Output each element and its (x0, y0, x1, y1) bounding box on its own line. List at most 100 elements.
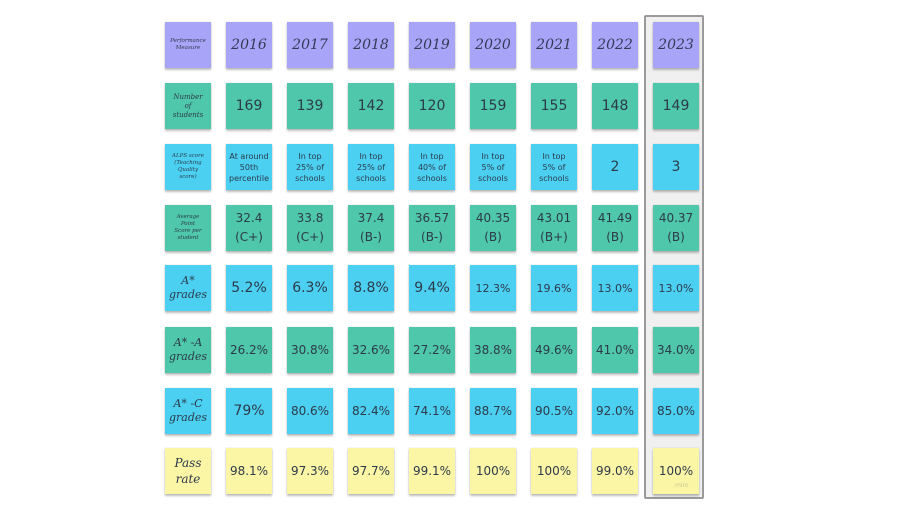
value-note[interactable]: 92.0% (592, 388, 638, 434)
value-note[interactable]: 139 (287, 83, 333, 129)
value-note[interactable]: At around 50th percentile (226, 144, 272, 190)
year-note-2020[interactable]: 2020 (470, 22, 516, 68)
value-note[interactable]: 5.2% (226, 265, 272, 311)
row-label-astar-a[interactable]: A* -A grades (165, 327, 211, 373)
year-note-2016[interactable]: 2016 (226, 22, 272, 68)
value-note[interactable]: 88.7% (470, 388, 516, 434)
value-text: 13.0% (658, 281, 694, 295)
value-note[interactable]: 159 (470, 83, 516, 129)
value-text: 8.8% (353, 280, 389, 296)
row-label-astar[interactable]: A* grades (165, 265, 211, 311)
value-note[interactable]: 74.1% (409, 388, 455, 434)
value-note[interactable]: 99.0% (592, 448, 638, 494)
value-text: 159 (479, 98, 507, 114)
value-note[interactable]: 2 (592, 144, 638, 190)
value-text: In top 25% of schools (295, 151, 325, 183)
value-text: 36.57 (B-) (414, 211, 450, 244)
value-note[interactable]: 142 (348, 83, 394, 129)
row-label-aps[interactable]: Average Point Score per student (165, 205, 211, 251)
value-text: 120 (418, 98, 446, 114)
year-note-2021[interactable]: 2021 (531, 22, 577, 68)
value-note[interactable]: 37.4 (B-) (348, 205, 394, 251)
value-note[interactable]: 100% (653, 448, 699, 494)
value-text: 26.2% (229, 343, 269, 357)
row-label-alps[interactable]: ALPS score (Teaching Quality score) (165, 144, 211, 190)
value-note[interactable]: 100% (531, 448, 577, 494)
value-note[interactable]: 36.57 (B-) (409, 205, 455, 251)
value-note[interactable]: 120 (409, 83, 455, 129)
value-note[interactable]: In top 40% of schools (409, 144, 455, 190)
row-label: ALPS score (Teaching Quality score) (172, 153, 204, 180)
value-text: 142 (357, 98, 385, 114)
value-note[interactable]: 97.7% (348, 448, 394, 494)
value-note[interactable]: In top 25% of schools (287, 144, 333, 190)
value-note[interactable]: 19.6% (531, 265, 577, 311)
value-note[interactable]: In top 5% of schools (531, 144, 577, 190)
value-note[interactable]: 155 (531, 83, 577, 129)
year-label: 2022 (597, 37, 633, 53)
value-text: 148 (601, 98, 629, 114)
value-note[interactable]: 97.3% (287, 448, 333, 494)
value-note[interactable]: 82.4% (348, 388, 394, 434)
value-note[interactable]: 148 (592, 83, 638, 129)
year-note-2023[interactable]: 2023 (653, 22, 699, 68)
value-note[interactable]: In top 5% of schools (470, 144, 516, 190)
value-note[interactable]: 85.0% (653, 388, 699, 434)
value-note[interactable]: 33.8 (C+) (287, 205, 333, 251)
value-note[interactable]: 26.2% (226, 327, 272, 373)
value-note[interactable]: 8.8% (348, 265, 394, 311)
year-note-2018[interactable]: 2018 (348, 22, 394, 68)
value-note[interactable]: 27.2% (409, 327, 455, 373)
row-label-astar-c[interactable]: A* -C grades (165, 388, 211, 434)
value-note[interactable]: 41.0% (592, 327, 638, 373)
value-text: 49.6% (534, 343, 574, 357)
value-note[interactable]: 30.8% (287, 327, 333, 373)
value-text: 34.0% (656, 343, 696, 357)
value-note[interactable]: In top 25% of schools (348, 144, 394, 190)
value-note[interactable]: 90.5% (531, 388, 577, 434)
value-text: 32.6% (351, 343, 391, 357)
value-note[interactable]: 9.4% (409, 265, 455, 311)
value-note[interactable]: 80.6% (287, 388, 333, 434)
value-note[interactable]: 169 (226, 83, 272, 129)
value-note[interactable]: 40.35 (B) (470, 205, 516, 251)
row-label: Average Point Score per student (174, 214, 202, 241)
value-note[interactable]: 40.37 (B) (653, 205, 699, 251)
value-text: 97.3% (290, 464, 330, 478)
year-note-2019[interactable]: 2019 (409, 22, 455, 68)
value-note[interactable]: 79% (226, 388, 272, 434)
value-text: 99.1% (412, 464, 452, 478)
value-text: 98.1% (229, 464, 269, 478)
year-note-2017[interactable]: 2017 (287, 22, 333, 68)
value-note[interactable]: 98.1% (226, 448, 272, 494)
value-note[interactable]: 32.4 (C+) (226, 205, 272, 251)
value-note[interactable]: 99.1% (409, 448, 455, 494)
value-note[interactable]: 13.0% (653, 265, 699, 311)
value-note[interactable]: 43.01 (B+) (531, 205, 577, 251)
row-label-students[interactable]: Number of students (165, 83, 211, 129)
value-text: In top 5% of schools (478, 151, 508, 183)
row-label: A* grades (168, 274, 208, 301)
value-note[interactable]: 100% (470, 448, 516, 494)
value-note[interactable]: 6.3% (287, 265, 333, 311)
value-text: 43.01 (B+) (536, 211, 572, 244)
value-text: At around 50th percentile (228, 151, 269, 183)
year-label: 2020 (475, 37, 511, 53)
row-label-pass-rate[interactable]: Pass rate (165, 448, 211, 494)
value-text: 33.8 (C+) (296, 211, 324, 244)
value-text: 88.7% (473, 404, 513, 418)
value-note[interactable]: 34.0% (653, 327, 699, 373)
value-note[interactable]: 3 (653, 144, 699, 190)
value-note[interactable]: 149 (653, 83, 699, 129)
value-note[interactable]: 13.0% (592, 265, 638, 311)
value-note[interactable]: 12.3% (470, 265, 516, 311)
value-note[interactable]: 41.49 (B) (592, 205, 638, 251)
header-measure-note[interactable]: Performance Measure (165, 22, 211, 68)
value-note[interactable]: 32.6% (348, 327, 394, 373)
value-note[interactable]: 38.8% (470, 327, 516, 373)
value-text: 100% (475, 464, 511, 478)
value-text: 99.0% (595, 464, 635, 478)
year-note-2022[interactable]: 2022 (592, 22, 638, 68)
value-note[interactable]: 49.6% (531, 327, 577, 373)
